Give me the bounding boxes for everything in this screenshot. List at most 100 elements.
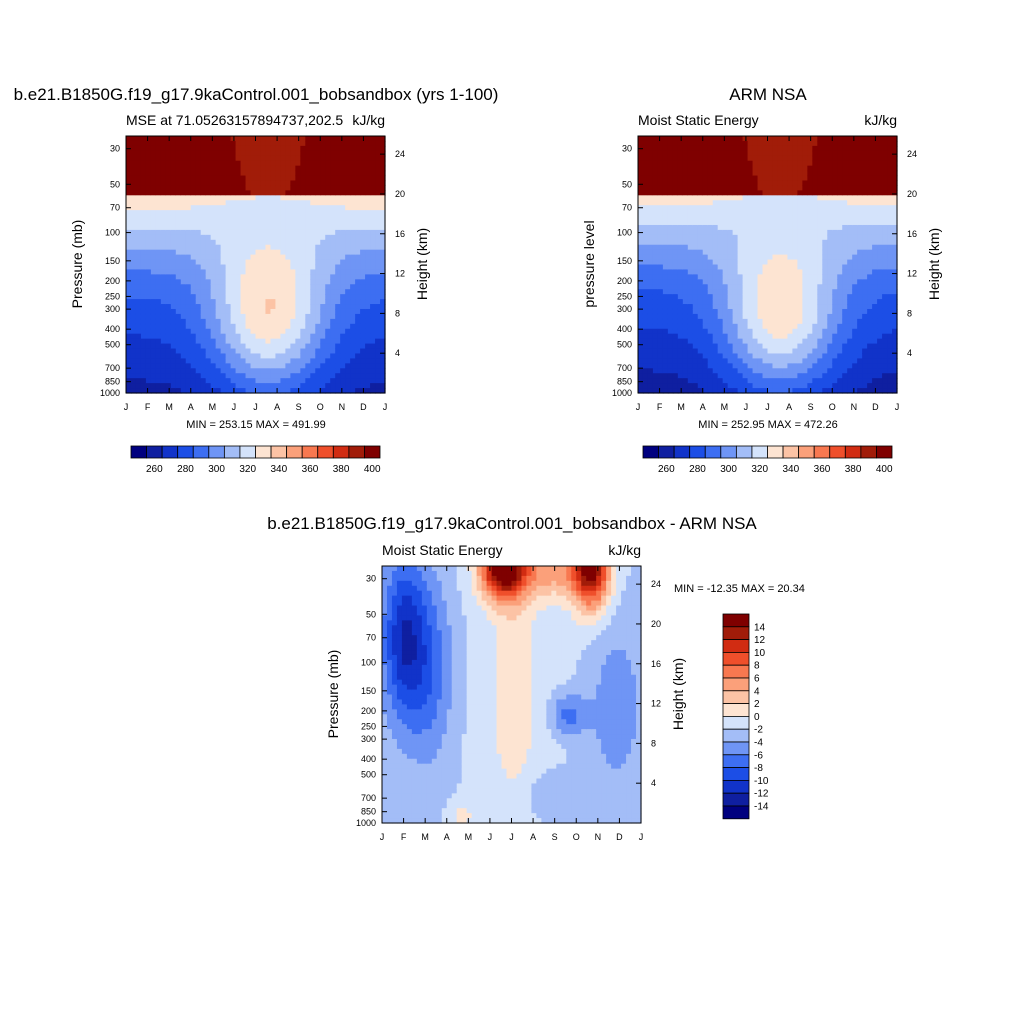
model-cell (305, 269, 311, 275)
model-cell (375, 378, 381, 384)
obs-cell (802, 136, 808, 142)
obs-cell (672, 294, 679, 300)
model-cell (330, 274, 336, 280)
model-cell (345, 190, 351, 196)
obs-cell (767, 200, 774, 206)
model-xtick-label: J (124, 402, 129, 412)
obs-cell (822, 170, 828, 177)
model-cell (200, 328, 207, 335)
obs-cell (652, 328, 659, 335)
obs-cell (737, 185, 744, 191)
model-cell (150, 279, 157, 285)
model-cell (190, 363, 197, 369)
model-cell (300, 249, 306, 256)
model-cell (320, 333, 326, 340)
model-cell (310, 284, 316, 290)
obs-cell (837, 388, 843, 394)
model-cell (175, 170, 182, 177)
model-cell (345, 363, 351, 369)
model-cell (160, 150, 167, 157)
model-cell (345, 313, 351, 320)
model-cell (175, 279, 182, 285)
obs-cell (732, 170, 739, 177)
obs-cell (812, 383, 818, 389)
obs-cell (652, 383, 659, 389)
model-cell (300, 363, 306, 369)
obs-cell (732, 249, 739, 256)
obs-cell (837, 160, 843, 167)
model-cell (290, 234, 296, 241)
obs-cell (702, 308, 709, 315)
model-cell (190, 215, 197, 221)
model-cell (190, 313, 197, 320)
obs-cell (638, 323, 644, 330)
obs-cell (752, 205, 759, 211)
model-cell (355, 368, 361, 374)
obs-cell (702, 279, 709, 285)
obs-cell (642, 383, 649, 389)
model-cell (145, 215, 152, 221)
model-cell (235, 323, 242, 330)
model-cell (280, 264, 286, 271)
model-cell (240, 358, 247, 364)
obs-cell (652, 229, 659, 236)
obs-cell (812, 284, 818, 290)
obs-cell (707, 254, 714, 261)
obs-cell (642, 343, 649, 350)
obs-cell (797, 284, 803, 290)
model-cell (130, 150, 137, 157)
obs-cell (767, 145, 774, 152)
model-cell (335, 210, 341, 216)
obs-cell (747, 343, 754, 350)
obs-cell (782, 353, 789, 359)
model-cell (210, 155, 217, 162)
model-cell (335, 224, 341, 231)
model-colorbar-box (364, 445, 381, 459)
model-cell (195, 328, 202, 335)
obs-cell (697, 229, 704, 236)
obs-cell (782, 358, 789, 364)
obs-cell (657, 220, 664, 226)
model-cell (350, 353, 356, 359)
obs-cell (652, 289, 659, 295)
model-cell (140, 180, 147, 187)
obs-cell (737, 170, 744, 177)
model-cell (265, 145, 272, 152)
model-cell (130, 234, 137, 241)
model-cell (320, 353, 326, 359)
obs-cell (797, 318, 803, 325)
obs-cell (772, 259, 779, 266)
model-cell (250, 155, 257, 162)
obs-cell (842, 304, 848, 310)
obs-cell (682, 388, 689, 394)
obs-cell (647, 136, 654, 142)
model-colorbar-box (255, 445, 272, 459)
obs-cell (812, 254, 818, 261)
model-cell (230, 353, 237, 359)
model-cell (295, 318, 301, 325)
obs-cell (737, 323, 744, 330)
obs-cell (647, 284, 654, 290)
obs-cell (652, 353, 659, 359)
obs-cell (727, 200, 734, 206)
obs-cell (672, 175, 679, 182)
obs-cell (782, 308, 789, 315)
model-cell (135, 210, 142, 216)
obs-cell (842, 323, 848, 330)
model-cell (340, 299, 346, 305)
model-ytick-label: 850 (105, 377, 120, 387)
obs-cell (787, 165, 793, 172)
obs-cell (662, 318, 669, 325)
obs-cell (792, 165, 798, 172)
obs-cell (832, 378, 838, 384)
obs-cell (727, 229, 734, 236)
model-cell (220, 160, 227, 167)
model-cell (170, 160, 177, 167)
obs-cell (777, 205, 784, 211)
model-xtick-label: J (232, 402, 237, 412)
model-cell (130, 224, 137, 231)
obs-cell (692, 353, 699, 359)
model-cell (360, 299, 366, 305)
obs-cell (638, 239, 644, 246)
model-cell (220, 274, 227, 280)
